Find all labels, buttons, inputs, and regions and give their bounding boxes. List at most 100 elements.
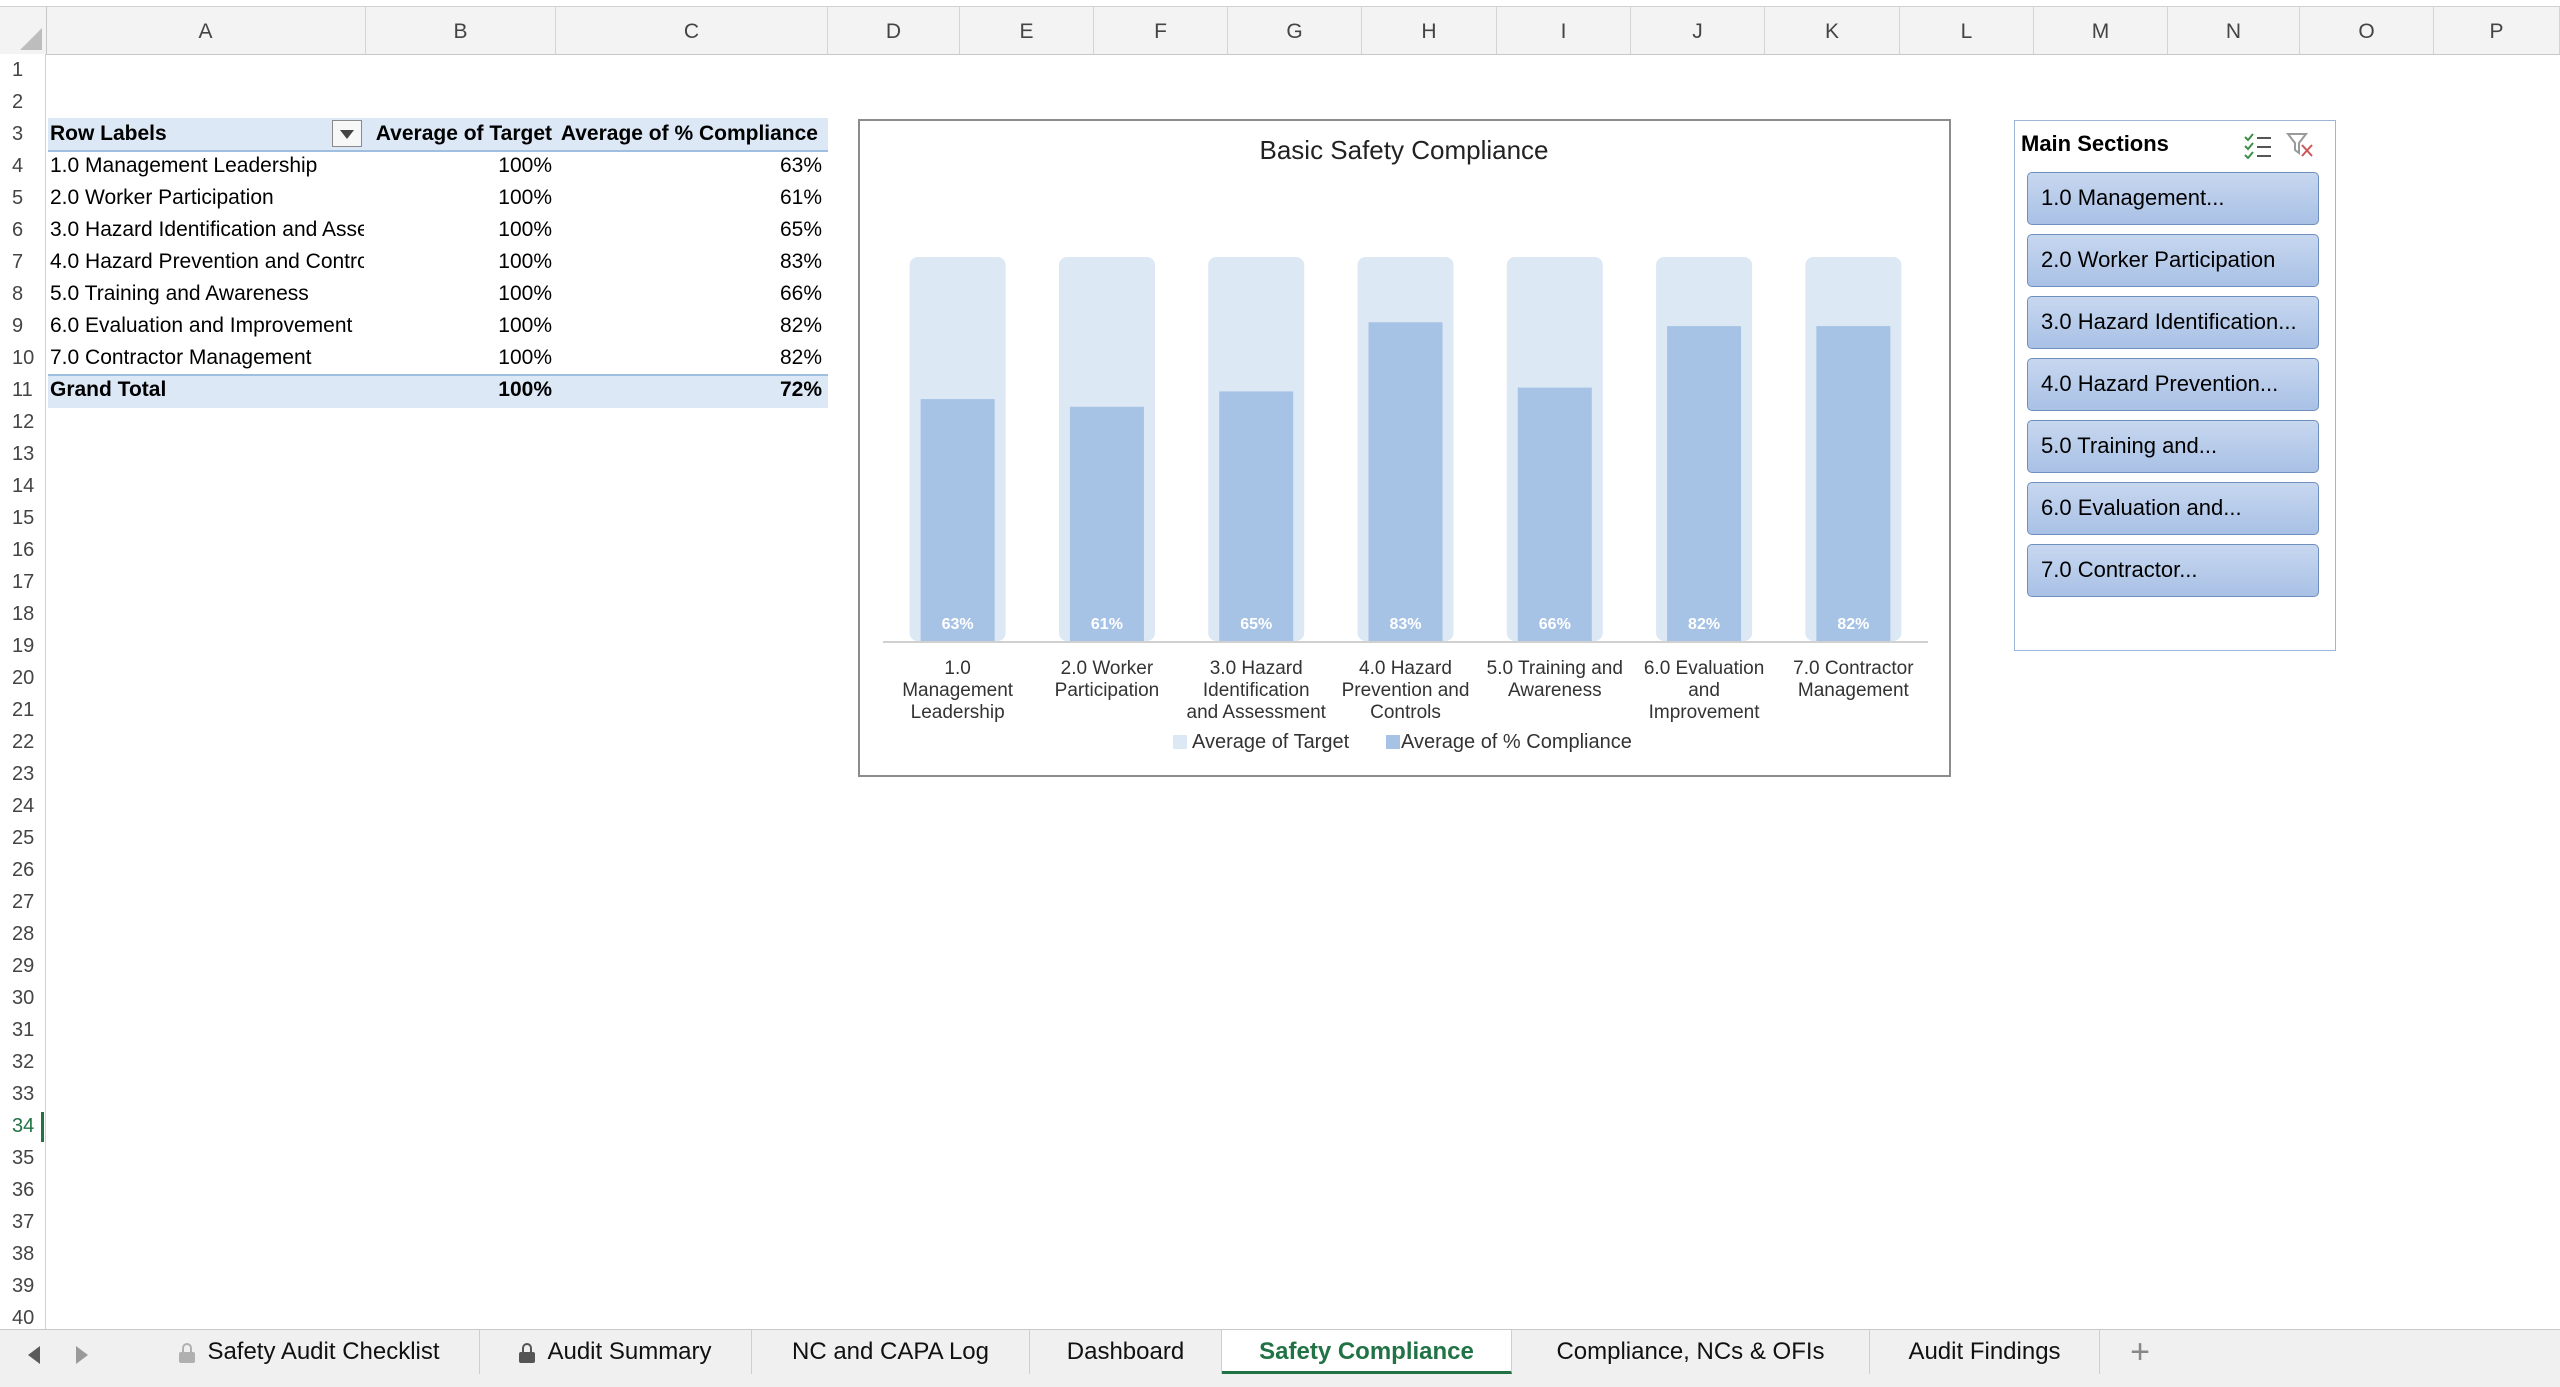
row-header-6[interactable]: 6 [0, 214, 46, 246]
filter-dropdown-icon [340, 130, 354, 139]
row-header-14[interactable]: 14 [0, 470, 46, 502]
clear-filter-icon[interactable] [2285, 131, 2315, 159]
row-header-25[interactable]: 25 [0, 822, 46, 854]
row-header-37[interactable]: 37 [0, 1206, 46, 1238]
column-header-n[interactable]: N [2168, 7, 2300, 54]
row-header-35[interactable]: 35 [0, 1142, 46, 1174]
sheet-tab[interactable]: Audit Findings [1870, 1330, 2100, 1374]
row-header-18[interactable]: 18 [0, 598, 46, 630]
row-header-16[interactable]: 16 [0, 534, 46, 566]
column-header-f[interactable]: F [1094, 7, 1228, 54]
row-header-13[interactable]: 13 [0, 438, 46, 470]
row-header-17[interactable]: 17 [0, 566, 46, 598]
pivot-total-band [48, 374, 828, 408]
chart-canvas: Basic Safety Compliance63%1.0ManagementL… [883, 135, 1928, 753]
sheet-tab[interactable]: NC and CAPA Log [752, 1330, 1030, 1374]
next-sheet-arrow-icon[interactable] [76, 1346, 88, 1364]
row-header-7[interactable]: 7 [0, 246, 46, 278]
row-header-34[interactable]: 34 [0, 1110, 46, 1142]
row-header-36[interactable]: 36 [0, 1174, 46, 1206]
slicer-item[interactable]: 4.0 Hazard Prevention... [2027, 358, 2319, 411]
legend-swatch-compliance [1386, 735, 1400, 749]
row-header-21[interactable]: 21 [0, 694, 46, 726]
column-header-m[interactable]: M [2034, 7, 2168, 54]
add-sheet-button[interactable]: + [2130, 1333, 2150, 1371]
formula-bar-edge [0, 0, 2560, 7]
prev-sheet-arrow-icon[interactable] [28, 1346, 40, 1364]
column-header-o[interactable]: O [2300, 7, 2434, 54]
row-header-32[interactable]: 32 [0, 1046, 46, 1078]
row-header-24[interactable]: 24 [0, 790, 46, 822]
pivot-row-target: 100% [498, 250, 552, 273]
compliance-data-label: 82% [1688, 616, 1720, 633]
row-header-1[interactable]: 1 [0, 54, 46, 86]
sheet-tab[interactable]: Compliance, NCs & OFIs [1512, 1330, 1870, 1374]
pivot-row-target: 100% [498, 154, 552, 177]
row-header-11[interactable]: 11 [0, 374, 46, 406]
slicer-item[interactable]: 7.0 Contractor... [2027, 544, 2319, 597]
row-header-33[interactable]: 33 [0, 1078, 46, 1110]
row-labels-filter-button[interactable] [332, 120, 362, 147]
row-header-3[interactable]: 3 [0, 118, 46, 150]
main-sections-slicer[interactable]: Main Sections 1.0 Management... 2.0 Worke… [2014, 120, 2336, 651]
column-header-d[interactable]: D [828, 7, 960, 54]
row-header-2[interactable]: 2 [0, 86, 46, 118]
category-label: 4.0 Hazard [1359, 658, 1452, 679]
column-header-e[interactable]: E [960, 7, 1094, 54]
column-header-a[interactable]: A [46, 7, 366, 54]
row-header-8[interactable]: 8 [0, 278, 46, 310]
compliance-bar [1816, 326, 1891, 641]
compliance-bar [1667, 326, 1742, 641]
row-header-23[interactable]: 23 [0, 758, 46, 790]
legend-label-compliance: Average of % Compliance [1401, 731, 1632, 753]
row-header-4[interactable]: 4 [0, 150, 46, 182]
row-header-26[interactable]: 26 [0, 854, 46, 886]
slicer-item[interactable]: 5.0 Training and... [2027, 420, 2319, 473]
pivot-header-avg-target: Average of Target [375, 122, 552, 145]
slicer-item[interactable]: 2.0 Worker Participation [2027, 234, 2319, 287]
slicer-item[interactable]: 1.0 Management... [2027, 172, 2319, 225]
sheet-tab[interactable]: Safety Audit Checklist [140, 1330, 480, 1374]
slicer-item[interactable]: 3.0 Hazard Identification... [2027, 296, 2319, 349]
row-header-12[interactable]: 12 [0, 406, 46, 438]
row-header-39[interactable]: 39 [0, 1270, 46, 1302]
row-header-29[interactable]: 29 [0, 950, 46, 982]
row-header-31[interactable]: 31 [0, 1014, 46, 1046]
legend-label-target: Average of Target [1192, 731, 1350, 753]
row-header-30[interactable]: 30 [0, 982, 46, 1014]
row-header-22[interactable]: 22 [0, 726, 46, 758]
row-header-27[interactable]: 27 [0, 886, 46, 918]
select-all-corner[interactable] [0, 7, 47, 55]
category-label: Awareness [1508, 680, 1602, 701]
row-header-9[interactable]: 9 [0, 310, 46, 342]
column-header-l[interactable]: L [1900, 7, 2034, 54]
column-header-h[interactable]: H [1362, 7, 1497, 54]
pivot-row-compliance: 65% [779, 218, 822, 241]
sheet-tab[interactable]: Dashboard [1030, 1330, 1222, 1374]
row-header-5[interactable]: 5 [0, 182, 46, 214]
row-header-15[interactable]: 15 [0, 502, 46, 534]
sheet-tab-label: NC and CAPA Log [791, 1338, 989, 1365]
sheet-tab[interactable]: Audit Summary [480, 1330, 752, 1374]
category-label: and Assessment [1187, 702, 1327, 723]
column-header-k[interactable]: K [1765, 7, 1900, 54]
multi-select-icon[interactable] [2243, 131, 2273, 159]
row-header-10[interactable]: 10 [0, 342, 46, 374]
row-header-38[interactable]: 38 [0, 1238, 46, 1270]
column-header-g[interactable]: G [1228, 7, 1362, 54]
category-label: Management [902, 680, 1014, 701]
column-header-i[interactable]: I [1497, 7, 1631, 54]
row-header-40[interactable]: 40 [0, 1302, 46, 1334]
row-header-20[interactable]: 20 [0, 662, 46, 694]
sheet-tab[interactable]: Safety Compliance [1222, 1330, 1512, 1374]
column-header-j[interactable]: J [1631, 7, 1765, 54]
slicer-item[interactable]: 6.0 Evaluation and... [2027, 482, 2319, 535]
column-header-p[interactable]: P [2434, 7, 2560, 54]
category-label: 6.0 Evaluation [1644, 658, 1764, 679]
column-header-c[interactable]: C [556, 7, 828, 54]
row-header-19[interactable]: 19 [0, 630, 46, 662]
category-label: Participation [1055, 680, 1160, 701]
safety-compliance-chart[interactable]: Basic Safety Compliance 63% 1.0 Management L… [858, 119, 1951, 777]
row-header-28[interactable]: 28 [0, 918, 46, 950]
column-header-b[interactable]: B [366, 7, 556, 54]
